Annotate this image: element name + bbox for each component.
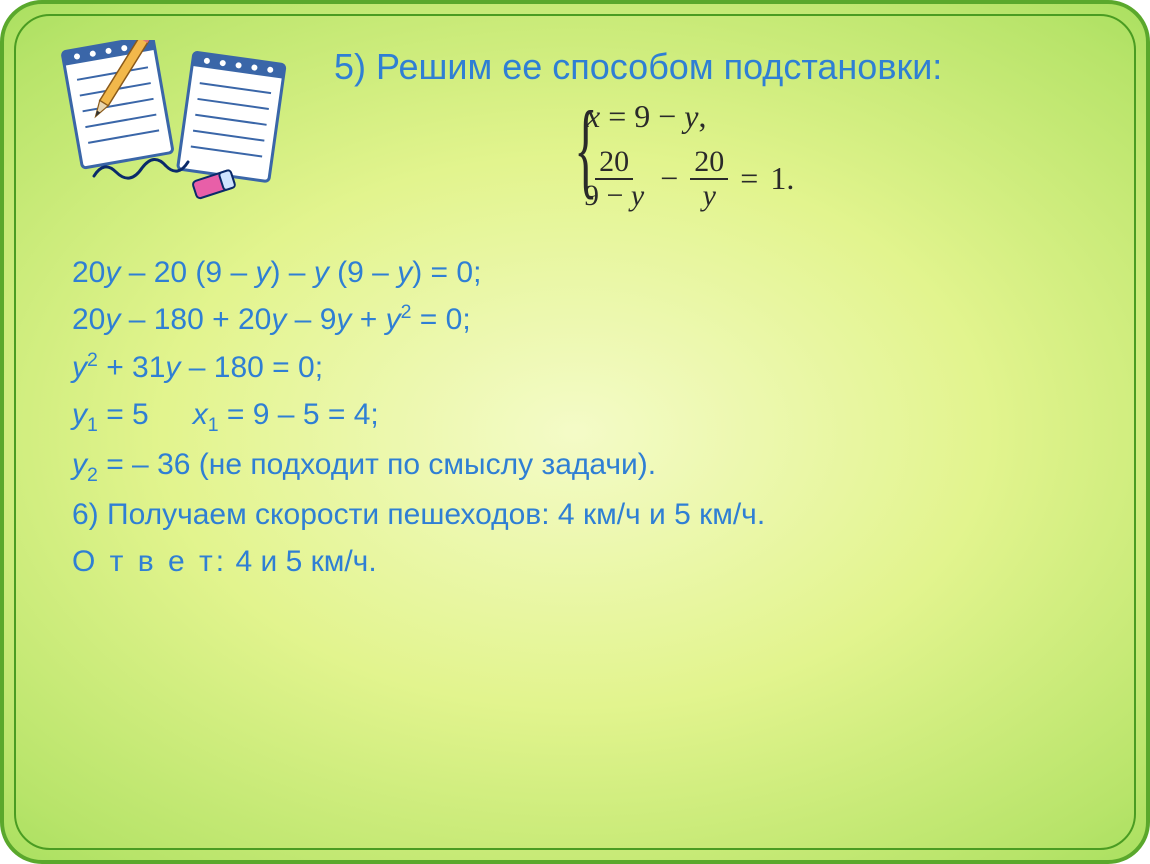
solution-body: 20y – 20 (9 – y) – y (9 – y) = 0; 20y – …	[72, 249, 1086, 586]
slide-title: 5) Решим ее способом подстановки:	[334, 44, 942, 91]
eq2-rhs: 1.	[770, 160, 794, 197]
step-line-1: 20y – 20 (9 – y) – y (9 – y) = 0;	[72, 249, 1086, 296]
eq1-rhs: 9 − y,	[634, 98, 706, 134]
step-line-6: 6) Получаем скорости пешеходов: 4 км/ч и…	[72, 491, 1086, 538]
slide: 5) Решим ее способом подстановки: { x = …	[0, 0, 1150, 864]
step-line-3: y2 + 31y – 180 = 0;	[72, 344, 1086, 391]
step-line-4: y1 = 5x1 = 9 – 5 = 4;	[72, 391, 1086, 441]
fraction-1: 20 9 − y	[580, 146, 648, 211]
fraction-2: 20 y	[690, 146, 728, 211]
answer-label: О т в е т:	[72, 545, 227, 578]
step-line-5: y2 = – 36 (не подходит по смыслу задачи)…	[72, 441, 1086, 491]
clipart	[44, 40, 304, 210]
equals-op: =	[740, 160, 758, 197]
frac1-den: 9 − y	[580, 180, 648, 212]
answer-line: О т в е т: 4 и 5 км/ч.	[72, 538, 1086, 585]
minus-op: −	[660, 160, 678, 197]
frac1-num: 20	[595, 146, 633, 180]
answer-value: 4 и 5 км/ч.	[235, 545, 376, 578]
frac2-num: 20	[690, 146, 728, 180]
equation-1: x = 9 − y,	[586, 98, 707, 135]
equation-2: 20 9 − y − 20 y = 1.	[580, 146, 794, 211]
var-x: x	[586, 98, 600, 134]
step-line-2: 20y – 180 + 20y – 9y + y2 = 0;	[72, 296, 1086, 343]
frac2-den: y	[699, 180, 720, 212]
eq-sign: =	[608, 98, 634, 134]
notepad-icon	[44, 40, 304, 210]
